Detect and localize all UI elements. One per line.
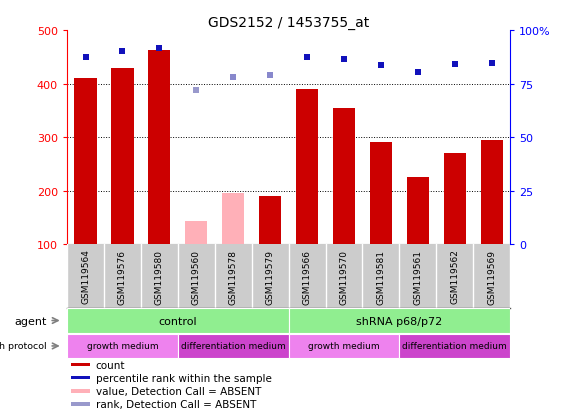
Text: GSM119560: GSM119560 — [192, 249, 201, 304]
Bar — [289, 334, 399, 358]
Text: GSM119569: GSM119569 — [487, 249, 496, 304]
Text: percentile rank within the sample: percentile rank within the sample — [96, 373, 272, 383]
Text: differentiation medium: differentiation medium — [402, 342, 507, 351]
Text: growth medium: growth medium — [87, 342, 158, 351]
Text: GSM119579: GSM119579 — [266, 249, 275, 304]
Text: GSM119578: GSM119578 — [229, 249, 238, 304]
Text: GSM119566: GSM119566 — [303, 249, 311, 304]
Bar — [111, 69, 134, 244]
Bar — [333, 109, 355, 244]
Bar — [222, 194, 244, 244]
Bar — [148, 51, 170, 244]
Bar — [296, 90, 318, 244]
Bar — [72, 402, 90, 406]
Text: agent: agent — [15, 316, 47, 326]
Bar — [480, 140, 503, 244]
Bar — [67, 309, 289, 333]
Text: differentiation medium: differentiation medium — [181, 342, 286, 351]
Text: GSM119562: GSM119562 — [450, 249, 459, 304]
Text: GSM119576: GSM119576 — [118, 249, 127, 304]
Text: GSM119581: GSM119581 — [377, 249, 385, 304]
Text: control: control — [159, 316, 197, 326]
Bar — [72, 363, 90, 367]
Text: count: count — [96, 360, 125, 370]
Bar — [444, 154, 466, 244]
Bar — [185, 222, 208, 244]
Bar — [407, 178, 429, 244]
Bar — [178, 334, 289, 358]
Text: shRNA p68/p72: shRNA p68/p72 — [356, 316, 442, 326]
Text: GSM119564: GSM119564 — [81, 249, 90, 304]
Text: GSM119580: GSM119580 — [155, 249, 164, 304]
Bar — [75, 79, 97, 244]
Text: growth protocol: growth protocol — [0, 342, 47, 351]
Text: value, Detection Call = ABSENT: value, Detection Call = ABSENT — [96, 386, 261, 396]
Text: rank, Detection Call = ABSENT: rank, Detection Call = ABSENT — [96, 399, 256, 409]
Title: GDS2152 / 1453755_at: GDS2152 / 1453755_at — [208, 16, 369, 30]
Bar — [259, 197, 281, 244]
Text: growth medium: growth medium — [308, 342, 380, 351]
Text: GSM119570: GSM119570 — [339, 249, 349, 304]
Bar — [399, 334, 510, 358]
Text: GSM119561: GSM119561 — [413, 249, 422, 304]
Bar — [289, 309, 510, 333]
Bar — [67, 334, 178, 358]
Bar — [72, 376, 90, 380]
Bar — [72, 389, 90, 393]
Bar — [370, 143, 392, 244]
